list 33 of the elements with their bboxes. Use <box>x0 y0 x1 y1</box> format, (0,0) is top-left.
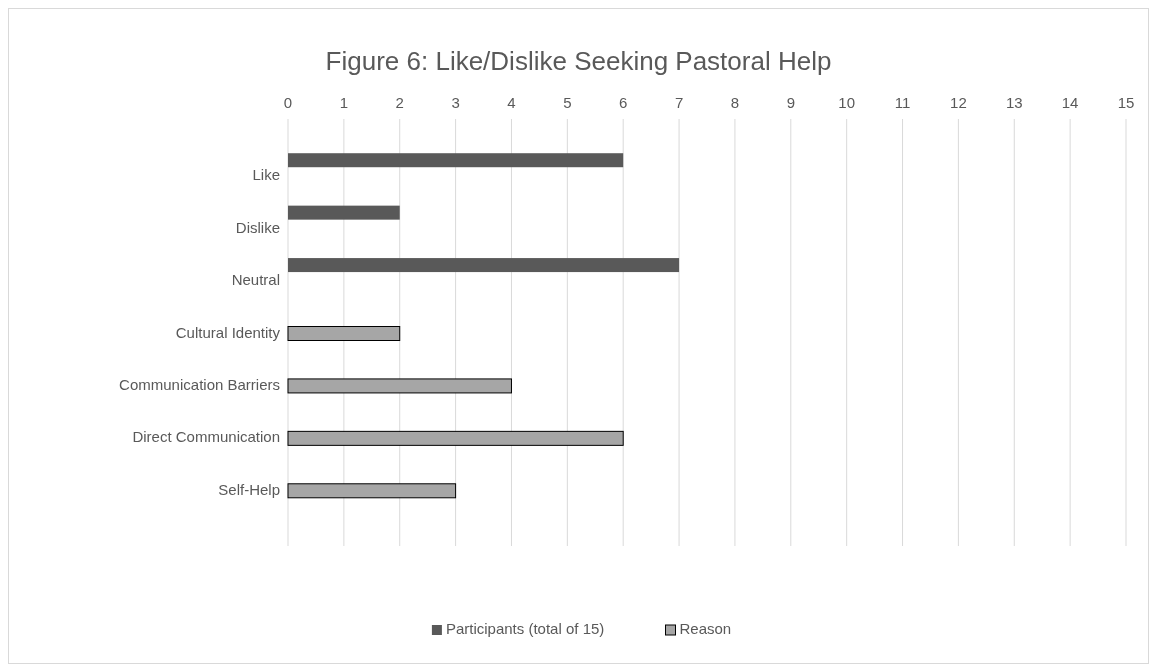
x-tick-label: 13 <box>1005 94 1023 111</box>
x-tick-label: 14 <box>1061 94 1079 111</box>
x-tick-label: 7 <box>674 94 684 111</box>
x-tick-label: 2 <box>395 94 404 111</box>
bar <box>287 483 457 499</box>
y-tick-label: Like <box>252 166 280 184</box>
x-tick-label: 15 <box>1117 94 1135 111</box>
x-tick-label: 0 <box>283 94 293 111</box>
x-tick-label: 6 <box>619 94 628 111</box>
x-tick-label: 8 <box>730 94 740 111</box>
y-tick-label: Communication Barriers <box>119 375 280 393</box>
bar <box>288 153 624 168</box>
x-tick-label: 3 <box>451 94 460 111</box>
bar <box>288 205 400 220</box>
legend-label: Reason <box>679 620 732 637</box>
x-tick-label: 12 <box>950 94 967 111</box>
bar <box>287 326 401 341</box>
y-tick-label: Neutral <box>231 271 280 289</box>
x-tick-label: 5 <box>563 94 572 111</box>
bar <box>288 258 680 273</box>
y-tick-label: Cultural Identity <box>175 323 281 341</box>
x-tick-label: 10 <box>838 94 856 111</box>
y-tick-label: Direct Communication <box>132 428 280 446</box>
legend-label: Participants (total of 15) <box>445 620 605 637</box>
chart-title: Figure 6: Like/Dislike Seeking Pastoral Help <box>325 46 832 76</box>
x-tick-label: 1 <box>339 94 349 111</box>
y-tick-label: Dislike <box>235 218 280 236</box>
x-tick-label: 9 <box>786 94 795 111</box>
x-tick-label: 11 <box>894 94 911 111</box>
bar <box>287 378 512 394</box>
x-tick-label: 4 <box>507 94 516 111</box>
bar <box>287 430 624 446</box>
y-tick-label: Self-Help <box>218 480 280 498</box>
